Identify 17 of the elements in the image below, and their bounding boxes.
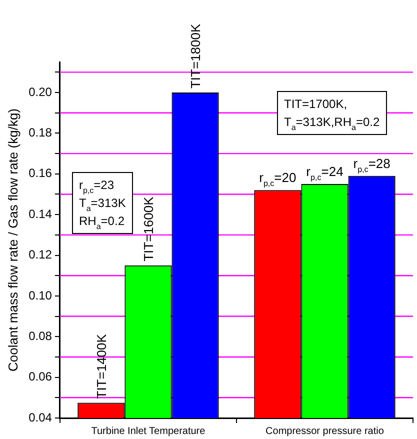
y-tick-label: 0.12 bbox=[28, 248, 52, 262]
annotation: TIT=1400K bbox=[94, 334, 110, 399]
x-tick-label: Turbine Inlet Temperature bbox=[91, 426, 206, 437]
y-tick-label: 0.10 bbox=[28, 288, 52, 302]
y-tick-label: 0.16 bbox=[28, 166, 52, 180]
text: r$_{p,c}$=23 T$_{a}$=313K RH$_{a}$=0.2 bbox=[79, 178, 126, 231]
annotation: TIT=1700K, T$_{a}$=313K,RH$_{a}$=0.2 bbox=[277, 91, 387, 135]
y-tick-label: 0.08 bbox=[28, 328, 52, 343]
annotation: TIT=1800K bbox=[188, 24, 204, 89]
y-tick-label: 0.20 bbox=[28, 84, 52, 99]
x-tick-label: Compressor pressure ratio bbox=[266, 426, 384, 437]
y-tick-label: 0.18 bbox=[28, 126, 52, 140]
y-tick-label: 0.06 bbox=[28, 370, 52, 384]
y-axis-title: Coolant mass flow rate / Gas flow rate (kg/kg) bbox=[5, 108, 20, 372]
y-tick-label: 0.04 bbox=[28, 410, 52, 424]
annotation: TIT=1600K bbox=[141, 196, 156, 262]
y-tick-label: 0.14 bbox=[28, 206, 52, 221]
